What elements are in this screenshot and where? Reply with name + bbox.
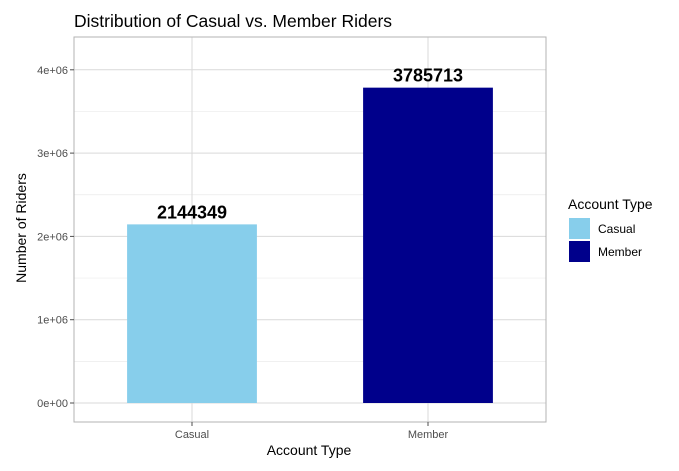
y-tick-label: 2e+06 (37, 231, 68, 243)
chart-title: Distribution of Casual vs. Member Riders (74, 11, 392, 31)
data-label-member: 3785713 (393, 66, 463, 86)
data-label-casual: 2144349 (157, 202, 227, 222)
x-axis-title: Account Type (267, 442, 352, 458)
legend: Account Type Casual Member (568, 196, 653, 262)
y-axis-title: Number of Riders (13, 173, 29, 283)
bars (127, 87, 493, 403)
y-tick-label: 4e+06 (37, 65, 68, 77)
legend-title: Account Type (568, 196, 653, 212)
x-axis-ticks: Casual Member (175, 422, 449, 441)
bar-casual (127, 224, 257, 403)
y-tick-label: 1e+06 (37, 315, 68, 327)
bar-member (363, 87, 493, 403)
y-axis-ticks: 0e+00 1e+06 2e+06 3e+06 4e+06 (37, 65, 74, 410)
x-tick-label: Member (408, 429, 449, 441)
legend-swatch-casual (569, 218, 590, 239)
legend-label-member: Member (598, 245, 642, 259)
y-tick-label: 3e+06 (37, 148, 68, 160)
y-tick-label: 0e+00 (37, 398, 68, 410)
legend-label-casual: Casual (598, 222, 635, 236)
legend-swatch-member (569, 241, 590, 262)
data-labels: 2144349 3785713 (157, 66, 463, 223)
plot-panel-border (73, 36, 547, 423)
x-tick-label: Casual (175, 429, 209, 441)
